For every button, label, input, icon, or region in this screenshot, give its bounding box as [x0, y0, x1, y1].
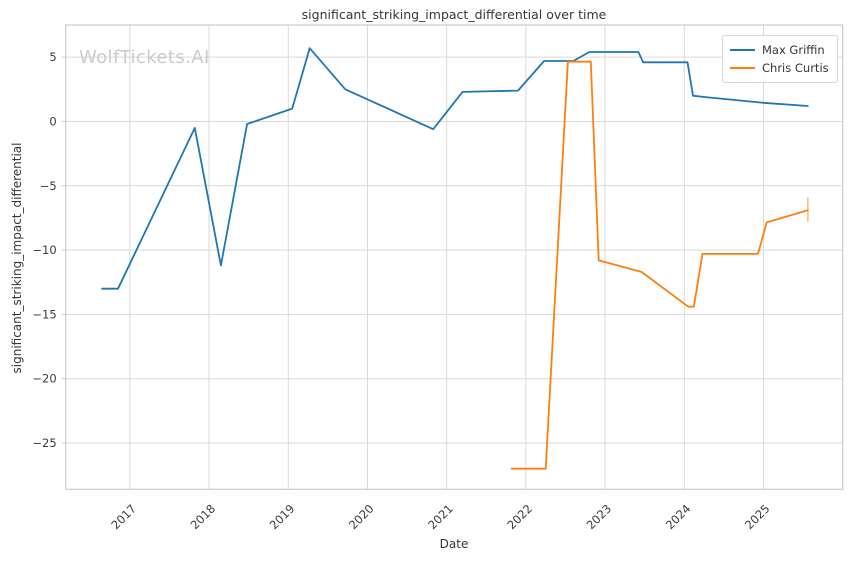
y-tick-label: 5	[49, 50, 56, 64]
max-griffin-line	[101, 47, 809, 290]
legend-item-chris-curtis: Chris Curtis	[730, 59, 829, 77]
y-tick-label: −15	[32, 307, 56, 321]
x-tick-label: 2023	[584, 502, 615, 533]
legend-label-max-griffin: Max Griffin	[762, 43, 825, 57]
chris-curtis-line	[510, 60, 809, 470]
x-tick-label: 2020	[346, 502, 377, 533]
x-tick-label: 2025	[742, 502, 773, 533]
x-tick-label: 2019	[267, 502, 298, 533]
x-tick-label: 2021	[425, 502, 456, 533]
y-axis-label: significant_striking_impact_differential	[10, 142, 24, 374]
legend-item-max-griffin: Max Griffin	[730, 41, 829, 59]
x-tick-label: 2024	[663, 502, 694, 533]
y-tick-label: −25	[32, 436, 56, 450]
plot-border	[65, 24, 844, 490]
y-tick-label: −10	[32, 243, 56, 257]
legend-label-chris-curtis: Chris Curtis	[762, 61, 829, 75]
y-tick-label: 0	[49, 114, 56, 128]
y-tick-label: −5	[40, 179, 57, 193]
chart-title: significant_striking_impact_differential…	[301, 7, 607, 22]
legend-line-swatch-orange	[730, 67, 755, 69]
legend: Max Griffin Chris Curtis	[722, 35, 838, 83]
y-tick-label: −20	[32, 372, 56, 386]
x-tick-label: 2022	[504, 502, 535, 533]
legend-line-swatch-blue	[730, 49, 755, 51]
x-tick-label: 2018	[188, 502, 219, 533]
x-tick-label: 2017	[108, 502, 139, 533]
x-axis-label: Date	[439, 537, 469, 551]
watermark: WolfTickets.AI	[79, 47, 210, 68]
